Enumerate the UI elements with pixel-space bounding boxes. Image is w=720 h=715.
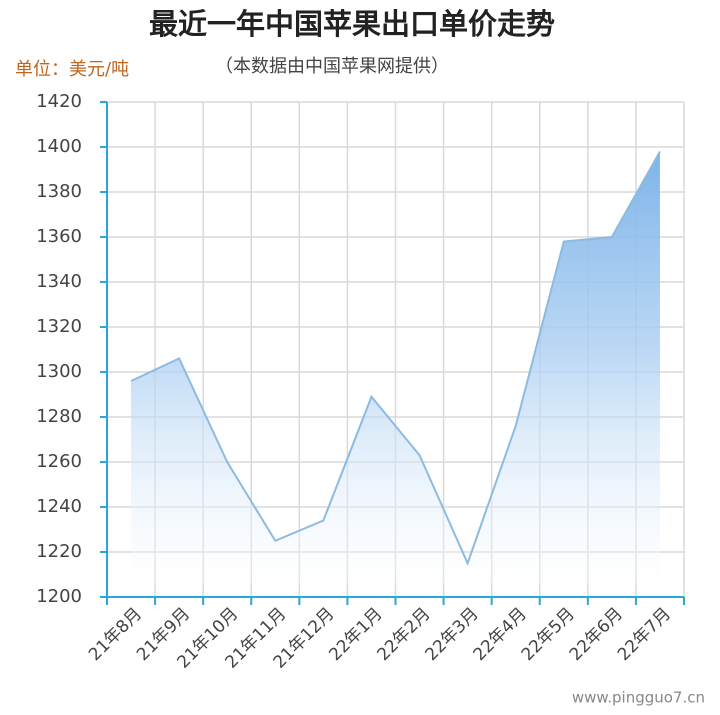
subtitle: （本数据由中国苹果网提供）	[215, 56, 449, 77]
y-tick-label: 1400	[36, 136, 82, 157]
y-tick-label: 1420	[36, 91, 82, 112]
y-tick-label: 1240	[36, 496, 82, 517]
y-tick-label: 1340	[36, 271, 82, 292]
y-tick-label: 1200	[36, 586, 82, 607]
y-tick-label: 1320	[36, 316, 82, 337]
chart-title: 最近一年中国苹果出口单价走势	[149, 7, 555, 41]
y-tick-label: 1360	[36, 226, 82, 247]
x-tick-label: 22年7月	[614, 604, 675, 665]
y-tick-label: 1260	[36, 451, 82, 472]
unit-label: 单位：美元/吨	[15, 59, 129, 80]
area	[131, 151, 660, 585]
watermark: www.pingguo7.cn	[572, 689, 705, 707]
y-tick-label: 1380	[36, 181, 82, 202]
y-tick-label: 1220	[36, 541, 82, 562]
y-tick-label: 1280	[36, 406, 82, 427]
line	[130, 151, 661, 566]
y-tick-label: 1300	[36, 361, 82, 382]
